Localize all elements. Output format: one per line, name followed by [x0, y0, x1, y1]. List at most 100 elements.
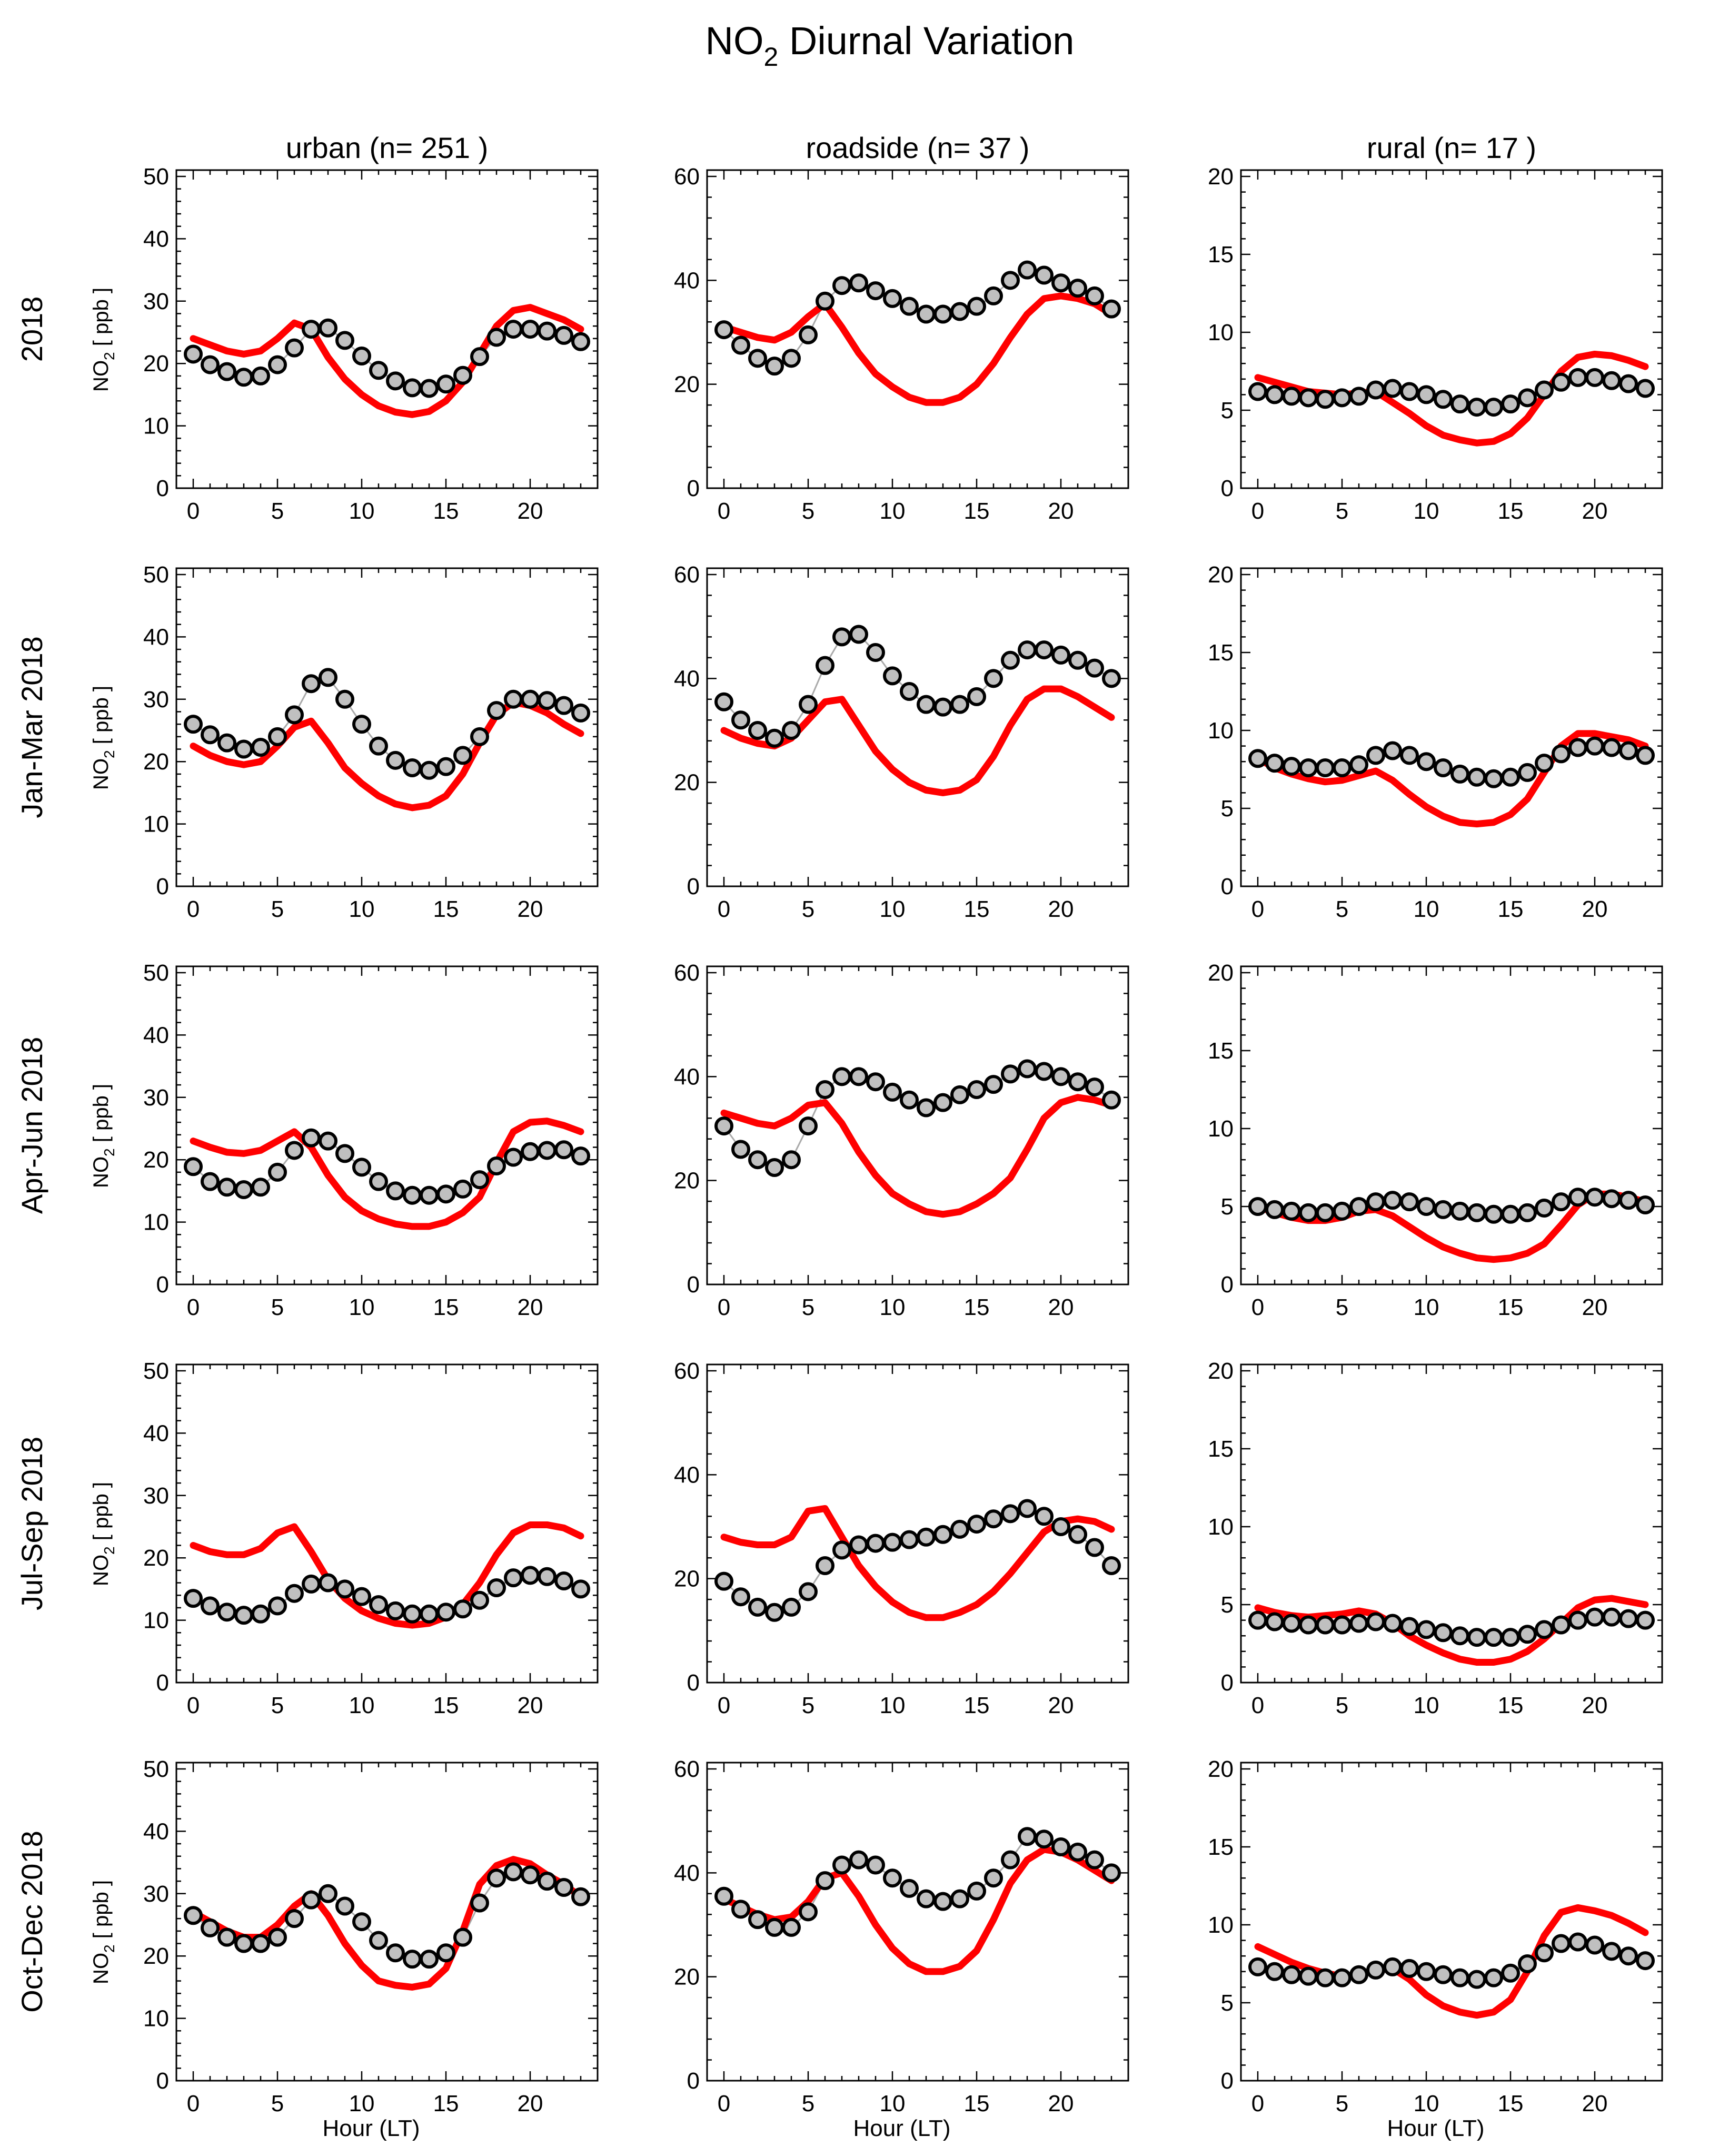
panel-roadside-4: 0 5 10 15 20 0 20 40 60 Hour (LT)	[674, 1756, 1129, 2141]
x-tick-label: 20	[518, 2091, 543, 2117]
observed-point	[731, 1140, 750, 1159]
x-tick-label: 5	[1336, 2091, 1348, 2117]
observed-point	[799, 1902, 818, 1922]
observed-point	[470, 347, 489, 367]
column-header-roadside: roadside (n= 37 )	[806, 131, 1030, 164]
observed-point	[782, 349, 801, 368]
y-tick-label: 30	[143, 1085, 169, 1111]
observed-point	[900, 1530, 919, 1549]
observed-point	[1501, 1628, 1520, 1647]
model-line	[190, 304, 584, 418]
observed-point	[1434, 758, 1453, 778]
x-tick-label: 5	[802, 1693, 814, 1718]
observed-point	[1518, 763, 1537, 782]
observed-point	[967, 1881, 986, 1901]
observed-point	[1602, 371, 1621, 390]
observed-point	[521, 689, 540, 709]
observed-point	[335, 331, 354, 350]
y-tick-label: 50	[143, 960, 169, 986]
x-tick-label: 0	[718, 1693, 730, 1718]
y-tick-label: 40	[143, 226, 169, 252]
observed-point	[883, 1082, 902, 1102]
x-tick-label: 15	[1498, 2091, 1524, 2117]
observed-point	[234, 368, 253, 387]
y-tick-label: 20	[143, 1943, 169, 1969]
x-tick-label: 15	[964, 498, 990, 524]
observed-point	[420, 379, 439, 398]
x-tick-label: 10	[1414, 1693, 1439, 1718]
observed-point	[1035, 640, 1054, 660]
y-tick-label: 30	[143, 687, 169, 713]
observed-point	[799, 695, 818, 714]
y-tick-label: 40	[674, 1860, 700, 1886]
observed-point	[1248, 1610, 1267, 1630]
panel-roadside-2: 0 5 10 15 20 0 20 40 60	[674, 960, 1129, 1320]
x-tick-label: 20	[1582, 1294, 1608, 1320]
observed-point	[1299, 1966, 1318, 1986]
panel-urban-0: 0 5 10 15 20 0 10 20 30 40 50 NO2 [ ppb ]	[90, 164, 599, 524]
observed-point	[1051, 1837, 1070, 1856]
x-tick-label: 20	[1582, 498, 1608, 524]
observed-point	[799, 1582, 818, 1601]
panel-urban-1: 0 5 10 15 20 0 10 20 30 40 50 NO2 [ ppb ]	[90, 562, 599, 922]
observed-point	[184, 1906, 203, 1925]
observed-point	[352, 346, 371, 365]
observed-point	[1248, 1957, 1267, 1976]
observed-point	[1102, 1863, 1121, 1883]
plot-frame	[1240, 1762, 1663, 2082]
observed-point	[883, 666, 902, 686]
observed-point	[285, 1909, 304, 1928]
observed-point	[1068, 1525, 1087, 1544]
observed-point	[1001, 650, 1020, 670]
model-line	[720, 1505, 1115, 1621]
observed-point	[799, 1116, 818, 1136]
observed-point	[369, 736, 388, 756]
observed-point	[184, 715, 203, 734]
observed-point	[1568, 1188, 1587, 1207]
observed-point	[234, 739, 253, 759]
observed-point	[1585, 1607, 1604, 1627]
y-tick-label: 20	[143, 1545, 169, 1571]
x-tick-label: 15	[433, 1693, 459, 1718]
x-tick-label: 5	[271, 498, 284, 524]
plot-frame	[1240, 1363, 1663, 1684]
observed-point	[1552, 372, 1571, 392]
observed-point	[1400, 1959, 1419, 1978]
observed-point	[1383, 379, 1402, 398]
observed-point	[420, 760, 439, 780]
x-axis-label: Hour (LT)	[323, 2115, 420, 2141]
observed-point	[748, 721, 767, 740]
observed-point	[1366, 380, 1385, 400]
observed-point	[950, 302, 969, 321]
observed-point	[470, 1590, 489, 1610]
observed-point	[571, 1579, 590, 1599]
row-label-4: Oct-Dec 2018	[15, 1831, 48, 2013]
observed-point	[1282, 387, 1301, 406]
y-tick-label: 60	[674, 960, 700, 986]
row-label-2: Apr-Jun 2018	[15, 1037, 48, 1214]
observed-point	[917, 1527, 936, 1547]
observed-point	[816, 656, 834, 675]
observed-point	[1018, 1059, 1037, 1079]
observed-point	[554, 696, 573, 715]
observed-point	[782, 1150, 801, 1170]
y-tick-label: 0	[156, 1670, 169, 1696]
observed-point	[933, 1892, 952, 1911]
x-tick-label: 15	[433, 498, 459, 524]
x-tick-label: 5	[802, 1294, 814, 1320]
observed-point	[900, 682, 919, 701]
plot-frame	[1240, 169, 1663, 489]
y-tick-label: 20	[674, 1964, 700, 1990]
observed-point	[436, 1603, 455, 1622]
observed-point	[538, 1872, 557, 1891]
y-tick-label: 20	[674, 372, 700, 398]
observed-point	[1518, 1203, 1537, 1222]
observed-point	[1619, 741, 1638, 760]
observed-point	[234, 1606, 253, 1625]
observed-point	[302, 1128, 321, 1148]
y-tick-label: 0	[1221, 874, 1234, 899]
observed-point	[917, 695, 936, 714]
y-tick-label: 10	[143, 1608, 169, 1634]
observed-point	[1299, 1203, 1318, 1222]
x-tick-label: 0	[718, 2091, 730, 2117]
